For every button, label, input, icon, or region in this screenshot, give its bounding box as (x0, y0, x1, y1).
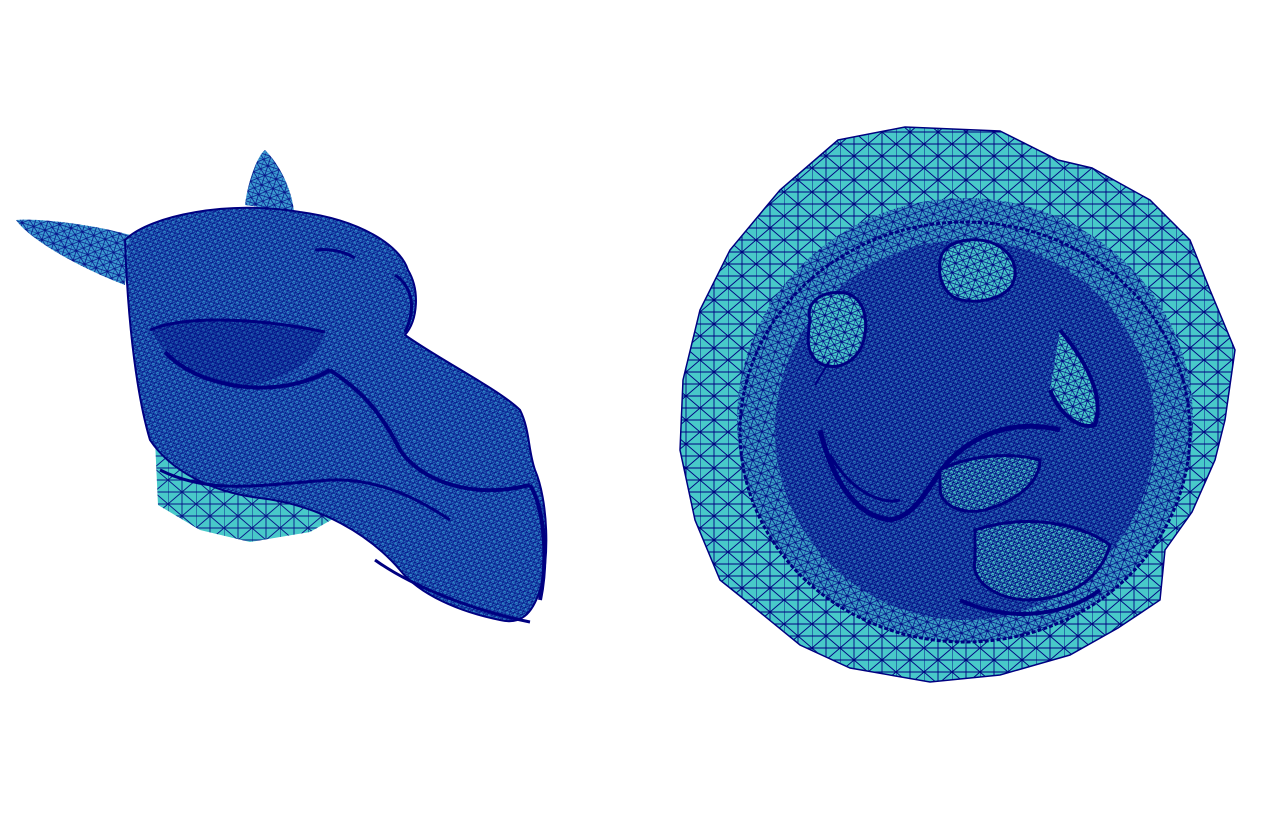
nostril-feature-curve (817, 423, 1061, 523)
disk-boundary-ring (738, 220, 1192, 644)
camel-head-disk-parameterization (679, 126, 1236, 683)
camel-head-3d-mesh (16, 150, 548, 624)
